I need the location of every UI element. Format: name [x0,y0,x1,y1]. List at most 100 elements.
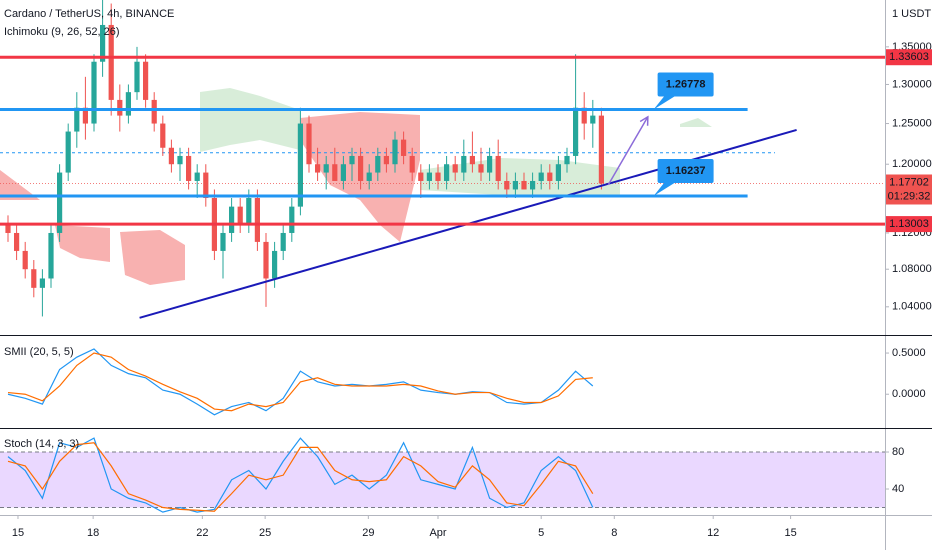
price-tag-label: 1.33603 [889,51,929,63]
candle-body [547,172,553,181]
y-tick-label: 1.08000 [892,263,932,275]
indicator-line [7,352,593,412]
candle-body [564,155,570,165]
price-tag [886,216,932,233]
candle-body [478,164,484,173]
x-tick-label: Apr [429,527,446,539]
y-tick-label: 1.30000 [892,78,932,90]
candle-body [598,115,604,184]
indicator-label: SMII (20, 5, 5) [4,346,74,358]
candle-body [254,198,260,242]
candle-body [246,198,252,225]
candle-body [22,250,28,270]
candle-body [383,155,389,165]
candle-body [444,164,450,181]
candle-body [504,180,510,190]
candle-body [57,172,63,233]
candle-body [573,107,579,156]
candle-body [392,139,398,165]
candle-body [65,131,71,173]
candle-body [409,155,415,173]
candle-body [538,172,544,181]
candle-body [452,164,458,173]
last-price-tag [886,174,932,205]
cloud-red [55,225,110,262]
candle-body [435,172,441,181]
candle-body [590,115,596,124]
cloud-green [200,88,300,152]
candle-body [160,123,166,148]
cloud-green [420,158,620,195]
candle-body [297,123,303,207]
indicator-line [7,437,594,513]
candle-body [349,155,355,165]
callout-pointer [653,94,678,110]
candle-body [418,172,424,181]
candle-body [151,99,157,124]
candle-body [280,232,286,251]
x-tick-label: 29 [362,527,374,539]
candle-body [117,99,123,116]
y-tick-label: 0.0000 [892,388,926,400]
indicator-label: Ichimoku (9, 26, 52, 26) [4,26,120,38]
candle-body [203,172,209,199]
candle-body [186,155,192,181]
candle-body [143,61,149,100]
candle-body [358,155,364,181]
candle-body [495,155,501,181]
candle-body [426,172,432,181]
candle-body [332,164,338,181]
candle-body [530,180,536,190]
x-tick-label: 25 [259,527,271,539]
candle-body [487,155,493,173]
candle-body [125,92,131,116]
candle-body [229,206,235,233]
callout-label: 1.26778 [666,78,706,90]
candle-body [220,232,226,251]
x-tick-label: 22 [196,527,208,539]
x-tick-label: 18 [87,527,99,539]
price-tag [886,49,932,66]
candle-body [39,278,45,288]
callout-pointer [653,180,678,196]
arrow [607,116,649,186]
candle-body [31,269,37,288]
plot-area [0,0,885,513]
candle-body [366,172,372,181]
arrow-head [639,115,649,126]
cloud-green [680,118,712,127]
candle-body [401,139,407,156]
callout-label: 1.16237 [666,165,706,177]
candle-body [272,250,278,279]
y-tick-label: 1.25000 [892,117,932,129]
x-tick-label: 5 [538,527,544,539]
y-tick-label: 40 [892,483,904,495]
ichimoku-cloud [0,88,712,285]
candle-body [168,147,174,165]
candle-body [91,61,97,124]
callout-box [657,72,714,97]
y-tick-label: 1.20000 [892,158,932,170]
callout-box [657,158,714,183]
indicator-label: Stoch (14, 3, 3) [4,438,79,450]
candle-body [74,107,80,132]
last-price-label: 1.17702 [889,176,929,188]
candle-body [581,107,587,124]
candle-body [14,232,20,251]
y-tick-label: 1.04000 [892,301,932,313]
candle-body [237,206,243,225]
stoch-band [0,452,885,508]
indicator-line [7,348,594,416]
candle-body [555,164,561,181]
x-tick-label: 15 [12,527,24,539]
candle-body [340,164,346,181]
candle-body [177,155,183,165]
chart-title: Cardano / TetherUS, 4h, BINANCE [4,8,174,20]
candle-body [512,180,518,190]
candle-body [315,164,321,173]
y-tick-label: 80 [892,446,904,458]
cloud-red [120,230,185,285]
candle-body [263,241,269,279]
candle-body [194,172,200,181]
